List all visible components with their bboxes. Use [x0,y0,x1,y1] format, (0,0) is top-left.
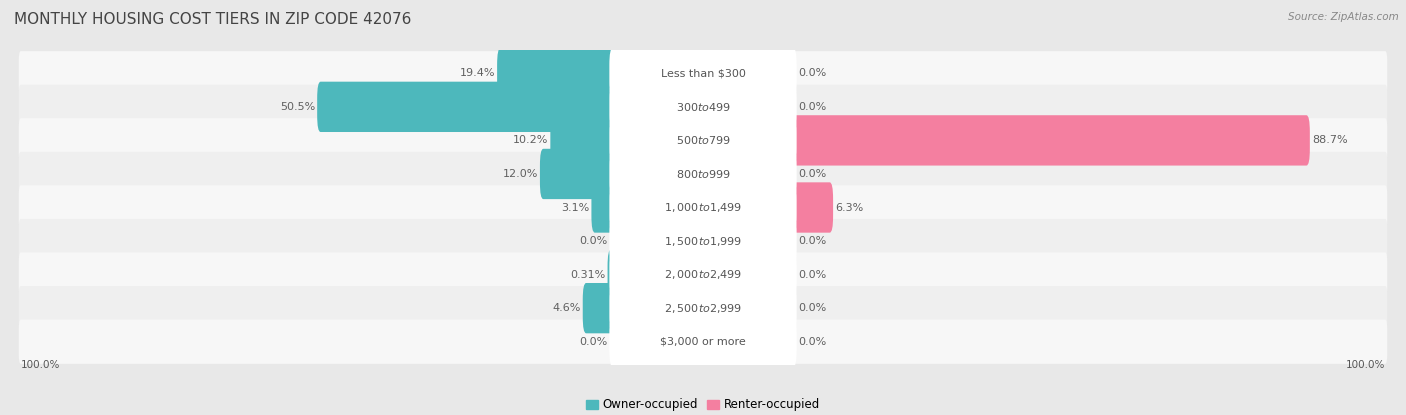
Text: $500 to $799: $500 to $799 [675,134,731,146]
Text: 100.0%: 100.0% [21,360,60,370]
FancyBboxPatch shape [790,115,1310,166]
FancyBboxPatch shape [318,82,616,132]
FancyBboxPatch shape [18,118,1388,163]
Text: 12.0%: 12.0% [502,169,538,179]
FancyBboxPatch shape [18,152,1388,196]
FancyBboxPatch shape [790,182,834,233]
FancyBboxPatch shape [550,115,616,166]
FancyBboxPatch shape [18,85,1388,129]
FancyBboxPatch shape [18,252,1388,297]
Text: 0.31%: 0.31% [571,270,606,280]
FancyBboxPatch shape [592,182,616,233]
FancyBboxPatch shape [582,283,616,333]
Text: $300 to $499: $300 to $499 [675,101,731,113]
FancyBboxPatch shape [18,51,1388,95]
FancyBboxPatch shape [18,219,1388,263]
Text: $2,000 to $2,499: $2,000 to $2,499 [664,268,742,281]
FancyBboxPatch shape [609,82,797,132]
Text: 100.0%: 100.0% [1346,360,1385,370]
Text: 6.3%: 6.3% [835,203,863,212]
Text: 4.6%: 4.6% [553,303,581,313]
Text: $1,000 to $1,499: $1,000 to $1,499 [664,201,742,214]
FancyBboxPatch shape [609,48,797,98]
Text: 0.0%: 0.0% [799,68,827,78]
Text: Source: ZipAtlas.com: Source: ZipAtlas.com [1288,12,1399,22]
Text: 0.0%: 0.0% [799,337,827,347]
FancyBboxPatch shape [609,283,797,333]
Legend: Owner-occupied, Renter-occupied: Owner-occupied, Renter-occupied [581,393,825,415]
Text: 0.0%: 0.0% [579,337,607,347]
Text: 0.0%: 0.0% [799,169,827,179]
Text: 0.0%: 0.0% [799,303,827,313]
Text: 0.0%: 0.0% [579,236,607,246]
Text: 19.4%: 19.4% [460,68,495,78]
FancyBboxPatch shape [609,249,797,300]
Text: $2,500 to $2,999: $2,500 to $2,999 [664,302,742,315]
Text: $1,500 to $1,999: $1,500 to $1,999 [664,234,742,248]
Text: 10.2%: 10.2% [513,135,548,145]
Text: 88.7%: 88.7% [1312,135,1347,145]
FancyBboxPatch shape [18,320,1388,364]
FancyBboxPatch shape [609,216,797,266]
Text: Less than $300: Less than $300 [661,68,745,78]
FancyBboxPatch shape [609,317,797,367]
Text: 0.0%: 0.0% [799,270,827,280]
Text: 3.1%: 3.1% [561,203,589,212]
FancyBboxPatch shape [609,149,797,199]
FancyBboxPatch shape [609,115,797,166]
Text: $800 to $999: $800 to $999 [675,168,731,180]
FancyBboxPatch shape [498,48,616,98]
FancyBboxPatch shape [609,182,797,233]
FancyBboxPatch shape [540,149,616,199]
FancyBboxPatch shape [18,286,1388,330]
Text: 0.0%: 0.0% [799,102,827,112]
Text: MONTHLY HOUSING COST TIERS IN ZIP CODE 42076: MONTHLY HOUSING COST TIERS IN ZIP CODE 4… [14,12,412,27]
FancyBboxPatch shape [18,186,1388,229]
FancyBboxPatch shape [607,249,616,300]
Text: 50.5%: 50.5% [280,102,315,112]
Text: 0.0%: 0.0% [799,236,827,246]
Text: $3,000 or more: $3,000 or more [661,337,745,347]
